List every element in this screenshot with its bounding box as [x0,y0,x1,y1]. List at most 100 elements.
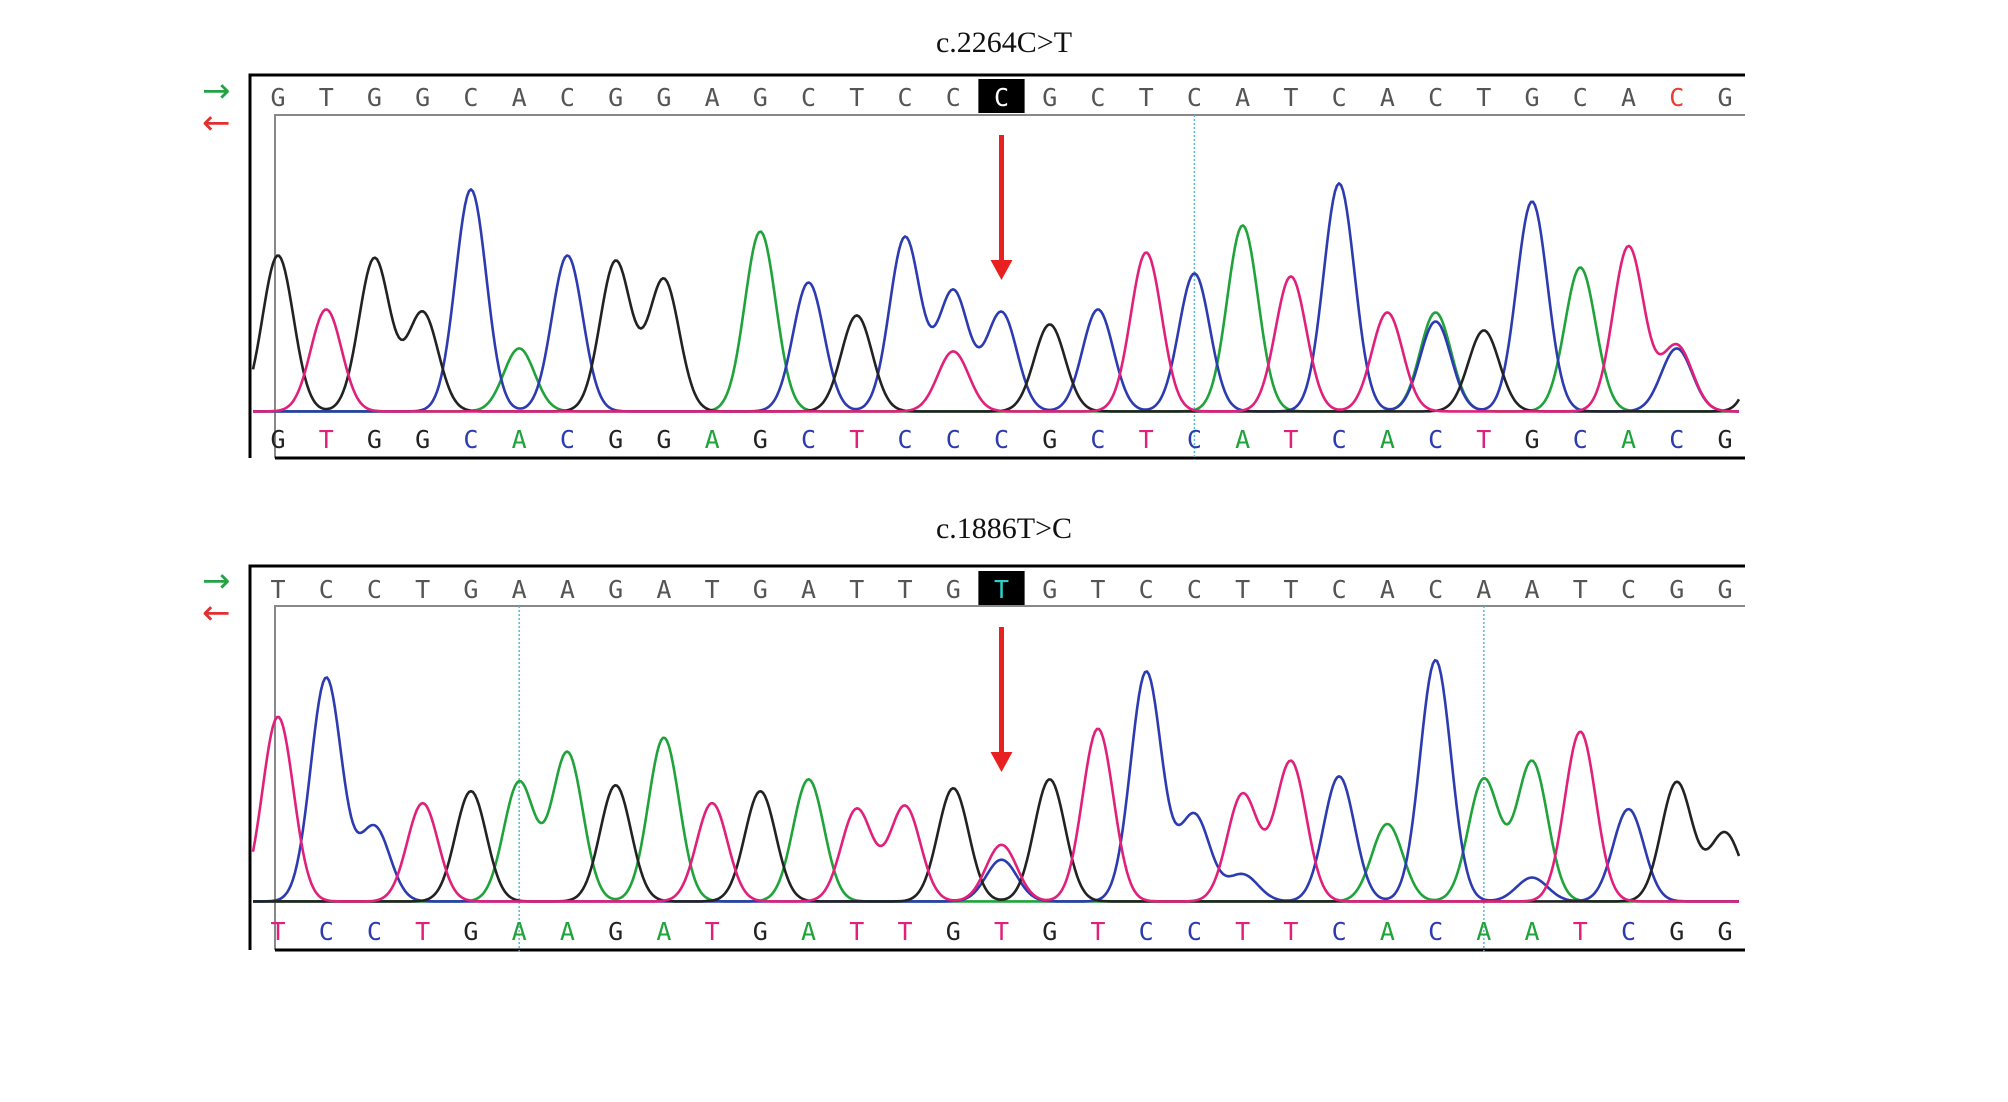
top-base: T [1476,83,1491,112]
forward-arrow-icon: → [202,71,231,111]
called-base: C [1139,917,1154,946]
variant-highlight [978,571,1025,605]
called-base: C [560,425,575,454]
top-base: G [608,83,623,112]
top-base: G [753,83,768,112]
chromatogram-traces [251,658,1741,903]
called-base: C [463,425,478,454]
called-base: T [270,917,285,946]
top-base: C [898,83,913,112]
called-base: T [415,917,430,946]
called-base: G [1042,917,1057,946]
called-base: C [946,425,961,454]
marker-head [990,260,1013,280]
top-base: T [1090,575,1105,604]
called-base: T [898,917,913,946]
panel-title: c.1886T>C [936,512,1072,545]
top-base: C [1332,575,1347,604]
top-base: A [1380,575,1395,604]
called-base: T [319,425,334,454]
frame-inner [274,605,1745,950]
called-base: G [1717,917,1732,946]
called-base: T [1139,425,1154,454]
variant-marker-arrow [990,135,1013,280]
trace-G [253,778,1741,903]
chromatogram-frame [248,73,1745,460]
top-base: C [801,83,816,112]
called-base: T [1283,917,1298,946]
top-base: T [898,575,913,604]
top-base: C [463,83,478,112]
top-base: C [1332,83,1347,112]
called-base: C [898,425,913,454]
top-base: G [1669,575,1684,604]
called-base: A [1380,425,1395,454]
top-base: A [1380,83,1395,112]
top-base: C [560,83,575,112]
top-base: T [1283,83,1298,112]
top-base: T [1235,575,1250,604]
called-base: T [1283,425,1298,454]
top-base: A [801,575,816,604]
called-base: G [608,425,623,454]
frame-outline [248,73,1745,458]
called-base: C [1187,917,1202,946]
frame-inner [274,114,1745,458]
top-base: G [1525,83,1540,112]
top-base: A [512,575,527,604]
called-base: C [1187,425,1202,454]
called-base: A [512,917,527,946]
top-base: T [994,575,1009,604]
called-base: A [560,917,575,946]
called-base: T [994,917,1009,946]
called-base: A [1235,425,1250,454]
top-base: A [560,575,575,604]
top-base: G [463,575,478,604]
called-base: G [656,425,671,454]
called-base: C [1090,425,1105,454]
called-base: A [801,917,816,946]
top-base: A [1525,575,1540,604]
called-base: A [512,425,527,454]
called-base: C [319,917,334,946]
called-base: G [946,917,961,946]
panel-c2264: c.2264C>T → ← G T G G C A C G G A G C T C C C G C T C A T C A C T… [202,26,1745,460]
called-base: T [1090,917,1105,946]
top-base: T [705,575,720,604]
called-base: C [1428,917,1443,946]
called-base: G [1525,425,1540,454]
called-base: C [367,917,382,946]
top-base: T [849,575,864,604]
forward-arrow-icon: → [202,561,231,601]
top-base: A [656,575,671,604]
top-base: A [1235,83,1250,112]
called-base: T [1235,917,1250,946]
top-base: G [608,575,623,604]
called-base: A [656,917,671,946]
top-base: C [994,83,1009,112]
called-base: A [1621,425,1636,454]
trace-A [253,736,1739,903]
top-base: G [946,575,961,604]
top-base: C [319,575,334,604]
top-base: G [1717,83,1732,112]
panel-c1886: c.1886T>C → ← T C C T G A A G A T G A T T G T G T C C T T C A C A… [202,512,1745,952]
trace-C [253,182,1739,413]
top-base: C [1573,83,1588,112]
top-base: T [415,575,430,604]
variant-marker-arrow [990,627,1013,772]
marker-head [990,752,1013,772]
called-base: T [849,917,864,946]
called-base: C [1332,917,1347,946]
chromatogram-traces [251,182,1741,413]
reverse-arrow-icon: ← [202,103,231,143]
called-base: T [849,425,864,454]
top-base: T [270,575,285,604]
top-base: A [512,83,527,112]
called-base: A [1380,917,1395,946]
called-base: T [1573,917,1588,946]
called-base: C [1573,425,1588,454]
